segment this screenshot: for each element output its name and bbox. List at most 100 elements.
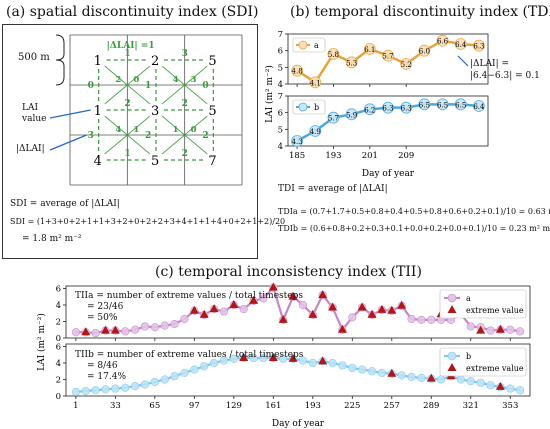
tii-series-a-extreme-marker: [367, 309, 377, 318]
horizontal-diff: 2: [182, 99, 188, 109]
tii-series-b-point: [397, 371, 406, 380]
tii-series-b-point: [407, 372, 416, 382]
series-a-point-label: 6.0: [419, 48, 430, 56]
delta-annotation-line1: |ΔLAI| =: [470, 59, 509, 69]
series-b-ytick-label: 5: [278, 125, 283, 135]
series-b-point: [436, 98, 449, 111]
tii-series-b-extreme-marker: [387, 368, 397, 377]
tii-series-b-xtick-label: 257: [384, 401, 400, 411]
diagonal-diff: 0: [191, 125, 197, 135]
tii-b-line1: TIIb = number of extreme values / total …: [75, 350, 304, 360]
panel-a-title: (a) spatial discontinuity index (SDI): [6, 4, 259, 20]
vertical-diff: 2: [145, 131, 151, 141]
tii-series-a-point: [160, 321, 169, 330]
lai-pointer-arrow: [49, 109, 91, 119]
tii-series-b-point: [249, 353, 258, 363]
dlai-pointer-arrow: [49, 134, 87, 151]
tii-series-a-legend-box: [439, 289, 527, 319]
tii-series-b-point: [377, 368, 387, 377]
lai-value: 4: [94, 154, 102, 169]
tii-series-a-extreme-marker: [110, 325, 120, 334]
diagonal-diff: 0: [133, 75, 139, 85]
tii-series-a-point: [150, 323, 159, 332]
tii-series-b-frame: [65, 343, 531, 397]
vertical-diff: 0: [88, 81, 94, 91]
series-a-ytick-label: 7: [278, 30, 283, 40]
tii-series-b-xtick-label: 129: [226, 401, 242, 411]
series-a-legend-label: a: [314, 41, 319, 50]
tii-series-a-extreme-marker: [387, 305, 397, 314]
series-b-point: [382, 101, 394, 114]
series-a-point: [345, 56, 358, 69]
horizontal-diff: 3: [182, 49, 188, 59]
series-b-point-label: 6.5: [455, 101, 466, 109]
tii-series-b-point: [91, 386, 100, 395]
diagonal-diff: 3: [191, 75, 197, 85]
tii-series-b-point: [298, 356, 308, 365]
tii-series-a-point: [348, 313, 357, 322]
series-b-point-label: 6.5: [437, 101, 448, 109]
tii-series-b-point: [180, 368, 189, 377]
tdi-a-formula: TDIa = (0.7+1.7+0.5+0.8+0.4+0.5+0.8+0.6+…: [278, 207, 550, 216]
tii-series-b-point: [111, 384, 120, 393]
series-b-point: [473, 100, 485, 112]
tii-series-a-point: [259, 294, 268, 303]
panel-b-title: (b) temporal discontinuity index (TDI): [290, 4, 550, 20]
scale-label: 500 m: [18, 52, 50, 63]
tii-series-b-legend-extreme-marker: [447, 363, 457, 371]
series-a-ytick-label: 4: [278, 80, 283, 90]
tii-series-b-xtick-label: 65: [149, 401, 160, 411]
horizontal-diff: 1: [124, 49, 130, 59]
lai-value: 5: [208, 104, 216, 119]
tii-series-a-extreme-marker: [397, 300, 407, 309]
tii-series-b-xtick-label: 161: [265, 401, 281, 411]
tii-series-b-xtick-label: 193: [305, 401, 321, 411]
tii-series-a-point: [486, 326, 495, 335]
tdi-b-formula: TDIb = (0.6+0.8+0.2+0.3+0.1+0.0+0.2+0.0+…: [278, 224, 550, 233]
series-b-ytick-label: 7: [278, 92, 283, 102]
tii-series-b-extreme-marker: [239, 353, 249, 362]
scale-brace: [55, 34, 65, 86]
series-b-point-label: 5.7: [328, 115, 339, 123]
tii-series-b-point: [150, 377, 159, 387]
series-a-point: [327, 48, 340, 60]
tii-series-a-extreme-marker: [337, 324, 347, 333]
tii-series-a-point: [516, 327, 525, 336]
series-b-point: [309, 125, 322, 137]
series-a-point: [473, 39, 485, 52]
series-b-point: [400, 101, 413, 114]
series-a-point-label: 5.7: [382, 53, 393, 61]
diagonal-diff: 4: [173, 75, 179, 85]
tii-series-b-point: [476, 378, 485, 387]
tii-b-line2: = 8/46: [87, 361, 118, 371]
delta-annotation-line2: |6.4−6.3| = 0.1: [470, 71, 540, 81]
tii-series-a-extreme-marker: [328, 302, 338, 311]
tii-series-a-ytick-label: 0: [56, 334, 61, 344]
tii-series-b-point: [140, 380, 150, 389]
tii-series-b-point: [308, 358, 317, 368]
tii-series-b-point: [417, 373, 426, 382]
lai-value: 5: [151, 154, 159, 169]
series-b-point-label: 4.3: [292, 138, 303, 146]
series-b-point-label: 6.2: [364, 106, 375, 114]
vertical-diff: 3: [88, 131, 94, 141]
series-a-point-label: 6.3: [473, 43, 484, 51]
panel-a-frame: [2, 24, 258, 259]
lai-value: 5: [208, 54, 216, 69]
tii-series-a-line: [75, 285, 521, 335]
series-a-point-label: 6.6: [437, 38, 449, 46]
tii-series-a-extreme-marker: [268, 282, 278, 291]
sdi-result: = 1.8 m² m⁻²: [22, 234, 82, 244]
sdi-formula: SDI = (1+3+0+2+1+1+3+2+0+2+2+3+4+1+1+4+0…: [10, 217, 286, 226]
dlai-label: |ΔLAI|: [16, 144, 45, 154]
tdi-xlabel: Day of year: [362, 169, 415, 179]
tii-series-a-point: [407, 314, 416, 324]
series-a-point-label: 4.8: [292, 68, 303, 76]
series-b-legend-label: b: [314, 103, 319, 112]
tii-series-b-point: [190, 365, 199, 374]
diagonal-link: [104, 115, 151, 155]
tii-series-a-point: [298, 300, 308, 310]
tii-b-line3: = 17.4%: [87, 372, 126, 382]
tii-series-b-legend-box: [439, 347, 527, 377]
tii-series-b-xtick-label: 289: [423, 401, 439, 411]
